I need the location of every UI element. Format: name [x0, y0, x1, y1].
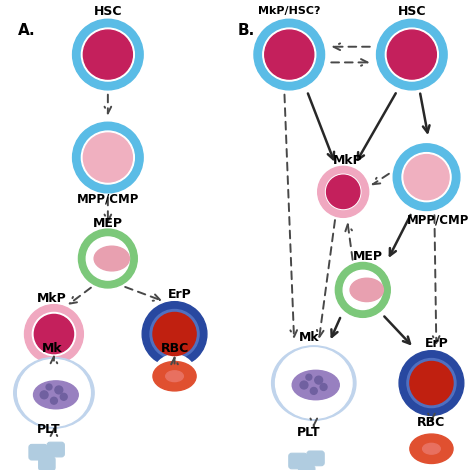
Circle shape [153, 355, 196, 398]
Circle shape [40, 391, 48, 399]
Circle shape [69, 15, 147, 94]
Circle shape [55, 386, 63, 394]
Text: MkP/HSC?: MkP/HSC? [258, 7, 320, 17]
Circle shape [82, 28, 134, 81]
Circle shape [413, 365, 450, 401]
FancyBboxPatch shape [39, 457, 55, 471]
Circle shape [250, 15, 328, 94]
Text: MEP: MEP [353, 250, 383, 263]
Circle shape [254, 19, 325, 90]
Circle shape [335, 263, 390, 318]
Ellipse shape [18, 360, 90, 426]
Circle shape [404, 155, 449, 200]
Circle shape [82, 131, 134, 184]
Text: HSC: HSC [398, 5, 426, 18]
FancyBboxPatch shape [299, 465, 315, 474]
Ellipse shape [275, 348, 352, 419]
Circle shape [32, 312, 75, 356]
Ellipse shape [34, 381, 78, 409]
Text: RBC: RBC [160, 342, 189, 355]
Circle shape [139, 299, 210, 369]
Text: MPP/CMP: MPP/CMP [77, 192, 139, 205]
Text: B.: B. [237, 23, 255, 38]
Circle shape [327, 175, 360, 209]
Text: ErP: ErP [425, 337, 448, 350]
Circle shape [376, 19, 447, 90]
Circle shape [25, 305, 83, 364]
Circle shape [78, 229, 137, 288]
Circle shape [315, 376, 323, 384]
Circle shape [410, 362, 453, 405]
FancyBboxPatch shape [47, 442, 64, 457]
Circle shape [332, 259, 393, 320]
Circle shape [407, 358, 456, 408]
Circle shape [393, 144, 460, 210]
Circle shape [46, 384, 52, 390]
Ellipse shape [153, 362, 196, 391]
FancyBboxPatch shape [307, 451, 324, 466]
Circle shape [320, 383, 327, 391]
Circle shape [73, 19, 143, 90]
Text: MkP: MkP [333, 154, 363, 167]
Circle shape [343, 270, 383, 310]
Ellipse shape [272, 346, 356, 420]
Circle shape [142, 301, 207, 366]
Circle shape [410, 427, 453, 470]
Text: MEP: MEP [93, 217, 123, 230]
Circle shape [373, 15, 451, 94]
Text: MkP: MkP [37, 292, 67, 305]
Ellipse shape [14, 357, 94, 428]
FancyBboxPatch shape [29, 445, 47, 460]
Circle shape [271, 340, 357, 426]
Circle shape [326, 174, 361, 210]
Ellipse shape [350, 278, 383, 301]
Circle shape [396, 348, 467, 419]
Circle shape [51, 397, 57, 404]
Circle shape [300, 381, 308, 389]
Text: MPP/CMP: MPP/CMP [407, 214, 470, 227]
FancyBboxPatch shape [289, 453, 307, 469]
Circle shape [60, 393, 67, 400]
Circle shape [315, 164, 372, 220]
Circle shape [399, 351, 464, 415]
Circle shape [69, 118, 147, 197]
Text: Mk: Mk [299, 331, 319, 345]
Circle shape [73, 122, 143, 193]
Text: HSC: HSC [93, 5, 122, 18]
Text: PLT: PLT [297, 426, 321, 438]
Circle shape [13, 352, 95, 434]
Circle shape [86, 237, 129, 280]
Circle shape [306, 374, 312, 380]
Circle shape [34, 314, 73, 354]
Text: A.: A. [18, 23, 35, 38]
Circle shape [318, 166, 369, 218]
Circle shape [389, 140, 464, 214]
Circle shape [150, 310, 199, 358]
Circle shape [265, 30, 314, 79]
Ellipse shape [166, 371, 183, 382]
Circle shape [83, 30, 132, 79]
Ellipse shape [292, 370, 339, 400]
Text: PLT: PLT [37, 423, 61, 436]
Text: RBC: RBC [417, 416, 446, 429]
Circle shape [83, 133, 132, 182]
Circle shape [385, 28, 438, 81]
Circle shape [387, 30, 437, 79]
Ellipse shape [94, 246, 129, 271]
Circle shape [153, 312, 196, 356]
Circle shape [263, 28, 316, 81]
Circle shape [156, 315, 193, 353]
Circle shape [22, 301, 86, 366]
Text: Mk: Mk [42, 342, 62, 355]
Circle shape [310, 387, 317, 394]
Circle shape [75, 226, 140, 291]
Circle shape [402, 153, 451, 201]
Ellipse shape [410, 434, 453, 464]
Text: ErP: ErP [168, 288, 191, 301]
Ellipse shape [423, 443, 440, 454]
